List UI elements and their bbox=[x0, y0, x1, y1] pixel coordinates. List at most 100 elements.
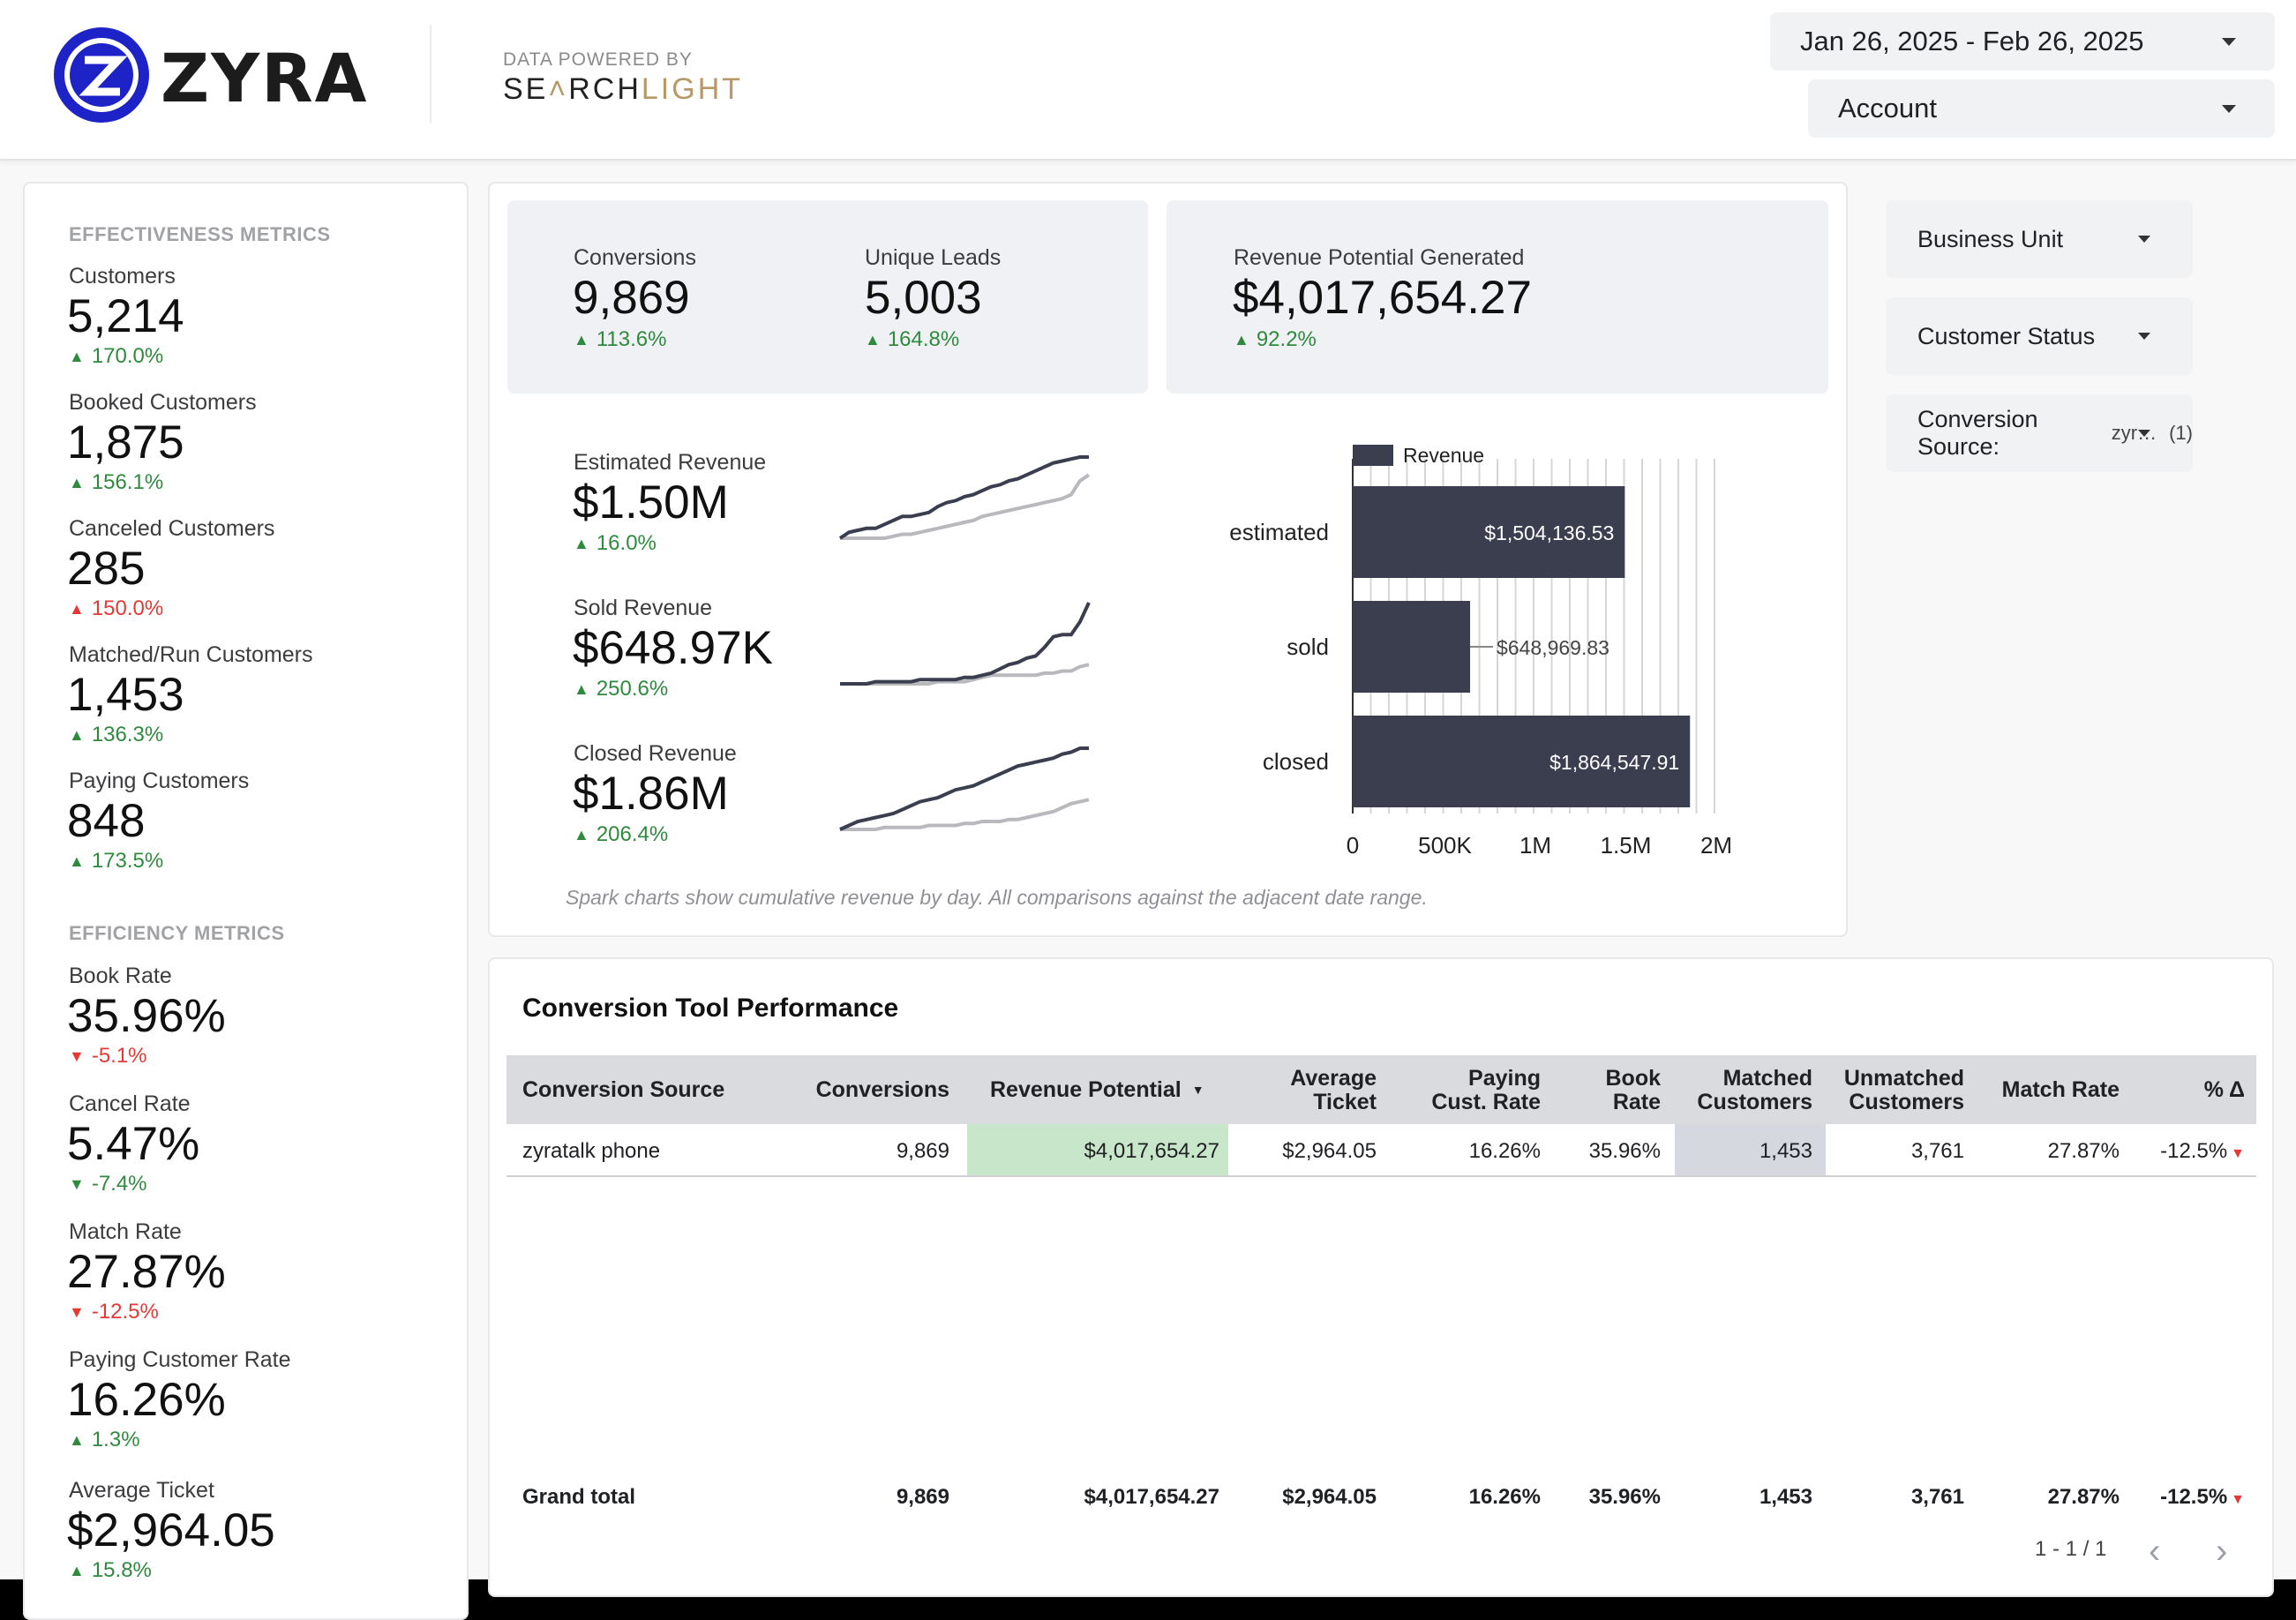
col-header-revenue-potential[interactable]: Revenue Potential ▼ bbox=[990, 1077, 1204, 1102]
cell-source: zyratalk phone bbox=[522, 1139, 661, 1163]
arrow-up-icon: ▲ bbox=[69, 348, 85, 365]
account-label: Account bbox=[1838, 93, 1938, 124]
spark-chart-note: Spark charts show cumulative revenue by … bbox=[566, 886, 1428, 909]
metric-delta: ▲ 170.0% bbox=[69, 344, 163, 369]
brand-name: ZYRA bbox=[161, 39, 369, 117]
metric-label: Cancel Rate bbox=[69, 1091, 191, 1116]
table-header: Conversion Source Conversions Revenue Po… bbox=[506, 1055, 2256, 1124]
col-header-matched[interactable]: Matched Customers bbox=[1697, 1066, 1812, 1114]
arrow-up-icon: ▲ bbox=[69, 852, 85, 870]
metric-value: 285 bbox=[67, 543, 146, 595]
matched-highlight bbox=[1675, 1124, 1826, 1175]
metric-value: 5,214 bbox=[67, 290, 184, 342]
metric-delta: ▼ -5.1% bbox=[69, 1044, 147, 1069]
cell-matched: 1,453 bbox=[1759, 1139, 1812, 1163]
powered-by-label: DATA POWERED BY bbox=[503, 49, 693, 70]
effectiveness-title: EFFECTIVENESS METRICS bbox=[69, 223, 331, 245]
unique-leads-delta: ▲ 164.8% bbox=[865, 327, 960, 351]
table-row[interactable]: zyratalk phone 9,869 $4,017,654.27 $2,96… bbox=[506, 1124, 2256, 1177]
metric-delta: ▲ 173.5% bbox=[69, 849, 163, 874]
revenue-potential-label: Revenue Potential Generated bbox=[1234, 245, 1525, 270]
conversions-delta: ▲ 113.6% bbox=[574, 327, 667, 351]
arrow-down-icon: ▼ bbox=[69, 1047, 85, 1065]
sparkline-current bbox=[840, 602, 1091, 686]
filter-count: (1) bbox=[2169, 422, 2193, 444]
metric-value: 5.47% bbox=[67, 1118, 200, 1170]
metrics-sidebar bbox=[23, 182, 469, 1620]
arrow-up-icon: ▲ bbox=[69, 1431, 85, 1449]
arrow-up-icon: ▲ bbox=[69, 600, 85, 618]
col-header-conversions[interactable]: Conversions bbox=[815, 1077, 949, 1102]
kpi-revenue-potential: Revenue Potential Generated $4,017,654.2… bbox=[1167, 200, 1828, 394]
col-header-pct-change[interactable]: % Δ bbox=[2203, 1077, 2245, 1102]
sparkline-chart bbox=[840, 602, 1091, 686]
arrow-up-icon: ▲ bbox=[574, 826, 589, 844]
legend-label: Revenue bbox=[1403, 444, 1484, 467]
caret-down-icon bbox=[2222, 38, 2236, 46]
table-title: Conversion Tool Performance bbox=[522, 994, 899, 1023]
cell-pct-change: -12.5% ▼ bbox=[2160, 1139, 2245, 1163]
metric-value: $2,964.05 bbox=[67, 1504, 275, 1556]
arrow-up-icon: ▲ bbox=[865, 331, 881, 349]
filter-label: Conversion Source: bbox=[1917, 406, 2038, 460]
date-range-value: Jan 26, 2025 - Feb 26, 2025 bbox=[1800, 26, 2144, 56]
x-tick-label: 1M bbox=[1519, 832, 1551, 859]
sparkline-current bbox=[838, 455, 1089, 540]
metric-delta: ▲ 150.0% bbox=[69, 596, 163, 621]
metric-delta-text: 170.0% bbox=[91, 344, 164, 368]
metric-delta-text: 173.5% bbox=[91, 849, 164, 873]
metric-delta: ▲ 1.3% bbox=[69, 1428, 140, 1452]
cell-conversions: 9,869 bbox=[896, 1139, 949, 1163]
account-dropdown[interactable]: Account bbox=[1808, 79, 2275, 138]
metric-value: 848 bbox=[67, 795, 146, 847]
metric-delta-text: 15.8% bbox=[91, 1558, 152, 1582]
metric-label: Booked Customers bbox=[69, 390, 257, 415]
revenue-potential-value: $4,017,654.27 bbox=[1233, 272, 1532, 324]
arrow-up-icon: ▲ bbox=[1234, 331, 1249, 349]
col-header-source[interactable]: Conversion Source bbox=[522, 1077, 725, 1102]
cell-match-rate: 27.87% bbox=[2047, 1139, 2120, 1163]
filter-label: Business Unit bbox=[1917, 225, 2064, 252]
next-page-button[interactable]: › bbox=[2216, 1532, 2228, 1571]
metric-delta-text: 1.3% bbox=[91, 1428, 140, 1451]
cell-unmatched: 3,761 bbox=[1910, 1139, 1964, 1163]
col-header-average-ticket[interactable]: Average Ticket bbox=[1290, 1066, 1377, 1114]
metric-value: 16.26% bbox=[67, 1374, 226, 1426]
conversions-value: 9,869 bbox=[573, 272, 690, 324]
prev-page-button[interactable]: ‹ bbox=[2149, 1532, 2161, 1571]
date-range-picker[interactable]: Jan 26, 2025 - Feb 26, 2025 bbox=[1770, 12, 2275, 71]
filter-dropdown[interactable]: Customer Status bbox=[1886, 297, 2193, 375]
arrow-down-icon: ▼ bbox=[2231, 1492, 2245, 1507]
x-tick-label: 0 bbox=[1347, 832, 1359, 859]
sparkline-chart bbox=[838, 455, 1091, 540]
revenue-value: $648.97K bbox=[573, 622, 773, 674]
total-unmatched: 3,761 bbox=[1910, 1485, 1964, 1509]
total-paying-rate: 16.26% bbox=[1468, 1485, 1541, 1509]
revenue-delta: ▲ 16.0% bbox=[574, 531, 657, 556]
filter-dropdown[interactable]: Business Unit bbox=[1886, 200, 2193, 278]
searchlight-logo: SE˄RCHLIGHT bbox=[503, 72, 744, 106]
revenue-delta-text: 250.6% bbox=[596, 677, 669, 701]
category-label: estimated bbox=[1229, 519, 1329, 545]
data-label: $1,504,136.53 bbox=[1484, 521, 1614, 544]
revenue-value: $1.86M bbox=[573, 768, 729, 820]
arrow-up-icon: ▲ bbox=[69, 726, 85, 744]
col-header-unmatched[interactable]: Unmatched Customers bbox=[1843, 1066, 1964, 1114]
bar-closed bbox=[1353, 716, 1691, 807]
x-tick-label: 1.5M bbox=[1601, 832, 1652, 859]
arrow-down-icon: ▼ bbox=[2231, 1146, 2245, 1161]
revenue-label: Estimated Revenue bbox=[574, 450, 767, 475]
filter-dropdown[interactable]: Conversion Source: zyr… (1) bbox=[1886, 394, 2193, 472]
cell-book-rate: 35.96% bbox=[1588, 1139, 1661, 1163]
col-header-match-rate[interactable]: Match Rate bbox=[2001, 1077, 2120, 1102]
col-header-book-rate[interactable]: Book Rate bbox=[1605, 1066, 1662, 1114]
col-header-paying-rate[interactable]: Paying Cust. Rate bbox=[1431, 1066, 1541, 1114]
metric-delta-text: 136.3% bbox=[91, 723, 164, 746]
metric-value: 1,453 bbox=[67, 669, 184, 721]
metric-delta: ▲ 15.8% bbox=[69, 1558, 152, 1583]
total-matched: 1,453 bbox=[1759, 1485, 1812, 1509]
header-bar: ZYRA DATA POWERED BY SE˄RCHLIGHT Jan 26,… bbox=[0, 0, 2296, 161]
revenue-potential-delta: ▲ 92.2% bbox=[1234, 327, 1317, 351]
sparkline-current bbox=[839, 746, 1089, 831]
metric-delta: ▼ -7.4% bbox=[69, 1172, 147, 1196]
